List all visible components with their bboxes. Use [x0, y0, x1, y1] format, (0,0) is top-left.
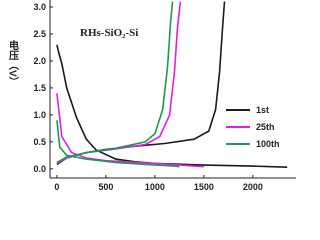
y-tick-label: 1.5	[33, 83, 46, 93]
y-axis-label: 电压（V）	[7, 39, 20, 87]
y-tick-label: 0.5	[33, 137, 46, 147]
series-line	[56, 1, 182, 165]
x-tick-label: 1000	[145, 182, 165, 192]
series-line	[56, 1, 174, 164]
legend-label: 1st	[256, 105, 269, 115]
legend-label: 25th	[256, 122, 275, 132]
x-tick-label: 0	[54, 182, 59, 192]
series-line	[56, 44, 288, 168]
x-tick-label: 500	[98, 182, 113, 192]
legend-label: 100th	[256, 139, 280, 149]
series-line	[56, 120, 180, 168]
chart: 电压（V） RHs-SiO₂-Si 0.0 0.5 1.0 1.5 2.0 2.5 3.0 0…	[7, 0, 296, 192]
y-tick-label: 3.0	[33, 2, 46, 12]
chart-title: RHs-SiO₂-Si	[80, 27, 138, 39]
series-line	[56, 93, 204, 168]
y-tick-label: 2.0	[33, 56, 46, 66]
y-tick-label: 2.5	[33, 29, 46, 39]
x-tick-label: 2000	[243, 182, 263, 192]
y-tick-label: 0.0	[33, 164, 46, 174]
y-tick-label: 1.0	[33, 110, 46, 120]
plot-area	[56, 1, 288, 168]
x-tick-label: 1500	[194, 182, 214, 192]
